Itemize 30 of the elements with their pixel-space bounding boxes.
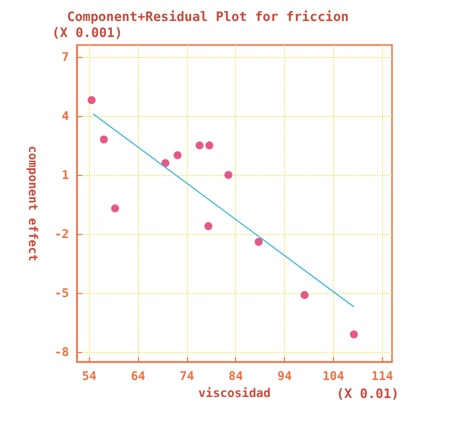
text: (X 0.01) [336,387,400,402]
y-tick-label: -5 [54,286,69,300]
x-axis-title: viscosidad [198,386,271,400]
x-tick-label: 54 [82,369,96,383]
x-tick-label: 104 [322,369,344,383]
point [111,204,120,212]
y-tick-label: 4 [62,108,69,123]
point [254,238,263,246]
point [88,96,96,104]
point [196,141,204,150]
x-tick-label: 84 [228,369,243,383]
point [224,170,232,179]
y-tick-label: -2 [54,227,69,242]
x-tick-label: 74 [180,369,194,383]
x-tick-label: 94 [277,369,292,383]
point [300,291,309,300]
x-tick-label: 114 [371,369,394,383]
point [174,151,182,160]
chart-title: Component+Residual Plot for friccion [67,10,349,25]
x-tick-label: 64 [130,369,146,383]
y-tick-label: -8 [54,345,69,360]
text: (X 0.001) [52,26,122,41]
y-tick-label: 7 [62,50,69,64]
point [161,159,170,168]
point [205,141,214,150]
point [100,136,108,144]
y-axis-title: component effect [26,146,40,262]
point [350,330,358,338]
point [204,222,212,230]
y-tick-label: 1 [62,168,69,182]
